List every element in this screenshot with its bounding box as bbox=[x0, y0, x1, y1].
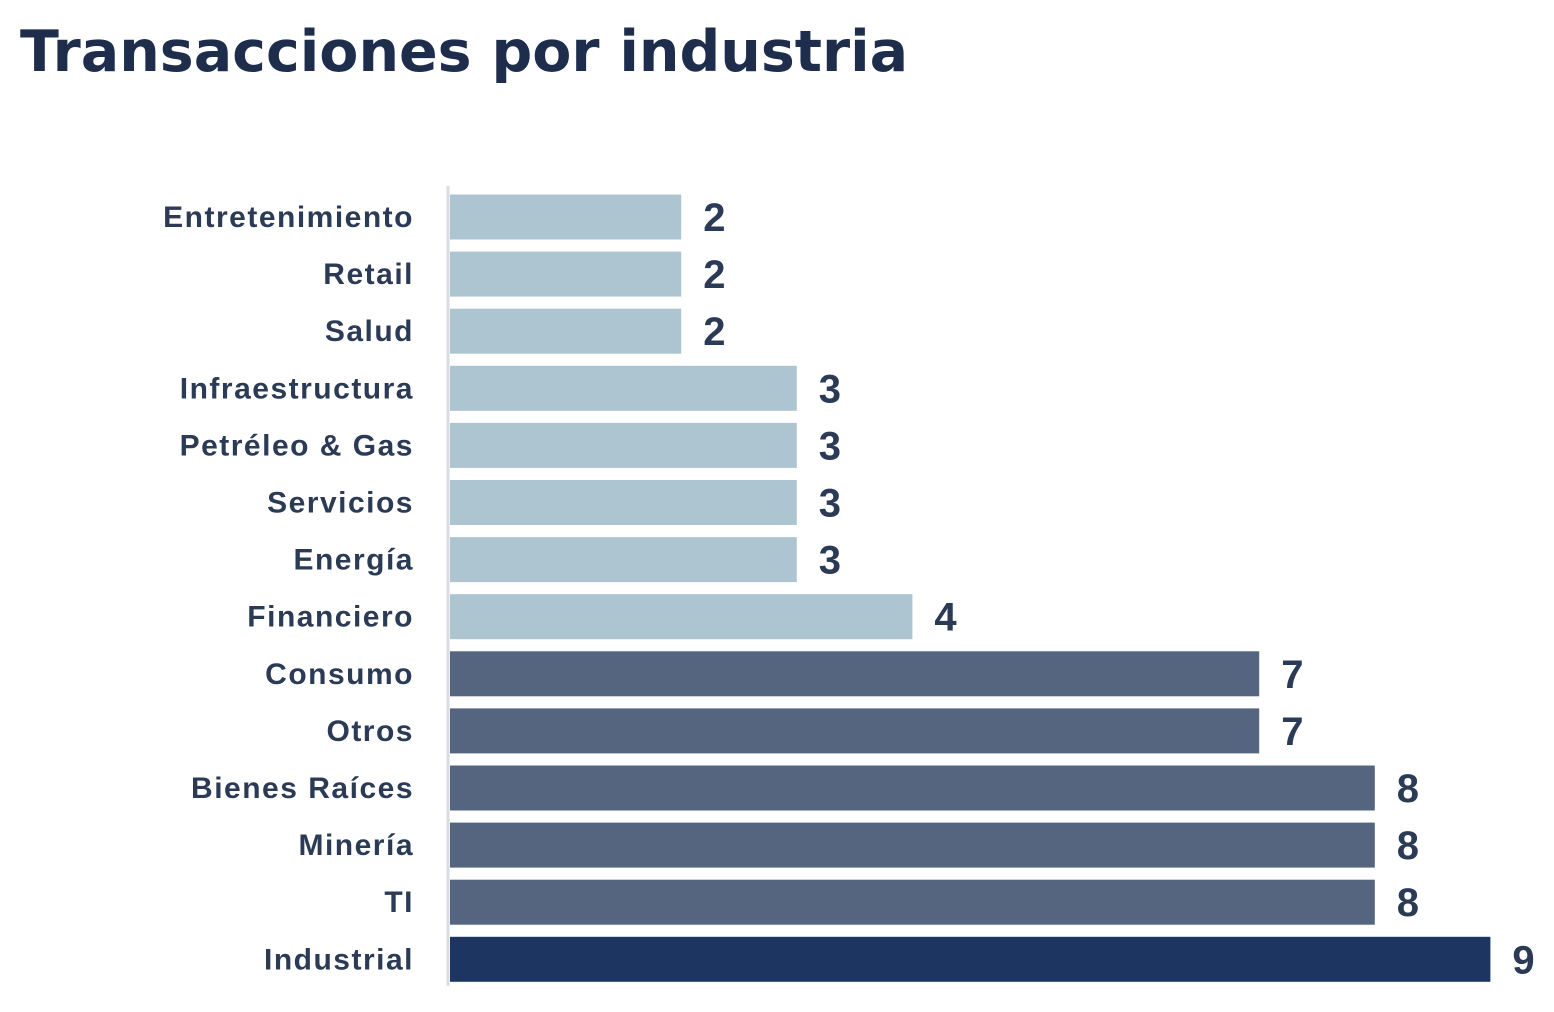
value-label-salud: 2 bbox=[703, 310, 725, 354]
category-label-financiero: Financiero bbox=[247, 601, 414, 634]
value-label-ti: 8 bbox=[1397, 881, 1419, 925]
bar-salud bbox=[450, 308, 682, 354]
category-label-petreleo-and-gas: Petréleo & Gas bbox=[180, 429, 414, 462]
category-label-otros: Otros bbox=[326, 715, 414, 748]
chart-title: Transacciones por industria bbox=[20, 19, 909, 85]
bar-ti bbox=[450, 879, 1375, 925]
value-label-bienes-raices: 8 bbox=[1397, 767, 1419, 811]
value-label-otros: 7 bbox=[1281, 710, 1303, 754]
category-label-retail: Retail bbox=[323, 258, 414, 291]
category-label-servicios: Servicios bbox=[267, 487, 414, 520]
bar-servicios bbox=[450, 480, 797, 525]
value-label-entretenimiento: 2 bbox=[703, 196, 725, 240]
bar-petreleo-and-gas bbox=[450, 422, 797, 468]
category-label-bienes-raices: Bienes Raíces bbox=[191, 772, 414, 805]
category-label-infraestructura: Infraestructura bbox=[180, 372, 414, 405]
bar-consumo bbox=[450, 651, 1260, 697]
category-label-industrial: Industrial bbox=[264, 943, 414, 976]
category-label-mineria: Minería bbox=[298, 829, 414, 862]
bar-mineria bbox=[450, 822, 1375, 868]
category-label-entretenimiento: Entretenimiento bbox=[163, 201, 414, 234]
category-label-consumo: Consumo bbox=[265, 658, 414, 691]
value-label-mineria: 8 bbox=[1397, 824, 1419, 868]
bar-energia bbox=[450, 537, 797, 583]
value-label-industrial: 9 bbox=[1512, 938, 1534, 982]
category-label-ti: TI bbox=[384, 886, 414, 919]
category-label-energia: Energía bbox=[293, 544, 414, 577]
bar-otros bbox=[450, 708, 1260, 754]
value-label-retail: 2 bbox=[703, 253, 725, 297]
category-labels: Entretenimiento Retail Salud Infraestructur… bbox=[163, 201, 414, 976]
bars-group bbox=[450, 194, 1491, 982]
bar-entretenimiento bbox=[450, 194, 682, 240]
category-label-salud: Salud bbox=[325, 315, 414, 348]
bar-bienes-raices bbox=[450, 765, 1375, 811]
value-label-petreleo-and-gas: 3 bbox=[819, 424, 841, 468]
value-label-consumo: 7 bbox=[1281, 653, 1303, 697]
value-label-infraestructura: 3 bbox=[819, 367, 841, 411]
value-label-financiero: 4 bbox=[934, 596, 957, 640]
bar-industrial bbox=[450, 936, 1491, 982]
bar-infraestructura bbox=[450, 365, 797, 411]
value-label-energia: 3 bbox=[819, 539, 841, 583]
bar-financiero bbox=[450, 594, 913, 640]
value-labels: 2 2 2 3 3 3 3 4 7 7 8 8 8 9 bbox=[703, 196, 1534, 982]
value-label-servicios: 3 bbox=[819, 482, 841, 526]
bar-retail bbox=[450, 251, 682, 297]
